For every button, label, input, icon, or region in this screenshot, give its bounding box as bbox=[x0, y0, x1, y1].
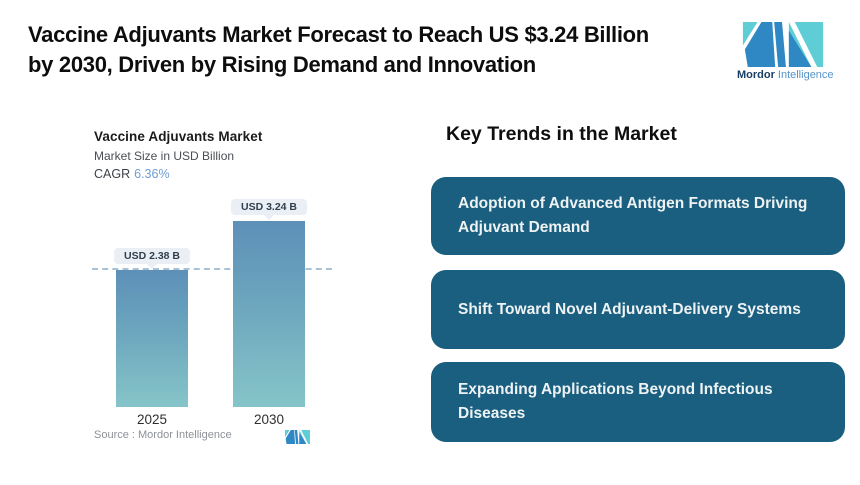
brand-logo: Mordor Intelligence bbox=[737, 22, 834, 81]
page-title: Vaccine Adjuvants Market Forecast to Rea… bbox=[28, 20, 728, 80]
source-text: Source : Mordor Intelligence bbox=[94, 429, 232, 441]
trend-card-text: Expanding Applications Beyond Infectious… bbox=[458, 381, 773, 422]
x-axis-label-2025: 2025 bbox=[136, 412, 168, 427]
trend-card-text: Adoption of Advanced Antigen Formats Dri… bbox=[458, 195, 808, 236]
trend-card-text: Shift Toward Novel Adjuvant-Delivery Sys… bbox=[458, 300, 801, 318]
chart-cagr: CAGR 6.36% bbox=[94, 167, 170, 181]
trend-card-antigen-formats: Adoption of Advanced Antigen Formats Dri… bbox=[431, 177, 845, 255]
value-label-2025: USD 2.38 B bbox=[113, 248, 191, 264]
bar-2030 bbox=[233, 221, 305, 407]
trend-card-delivery-systems: Shift Toward Novel Adjuvant-Delivery Sys… bbox=[431, 270, 845, 349]
page-title-line1: Vaccine Adjuvants Market Forecast to Rea… bbox=[28, 22, 649, 47]
reference-line bbox=[92, 268, 332, 270]
mordor-logo-mini-icon bbox=[285, 430, 310, 444]
key-trends-heading: Key Trends in the Market bbox=[446, 123, 677, 145]
cagr-label: CAGR bbox=[94, 167, 131, 181]
cagr-value: 6.36% bbox=[134, 167, 170, 181]
value-label-2030: USD 3.24 B bbox=[230, 199, 308, 215]
mordor-logo-icon bbox=[742, 22, 824, 67]
trend-card-expanding-applications: Expanding Applications Beyond Infectious… bbox=[431, 362, 845, 442]
brand-name-bold: Mordor bbox=[737, 69, 775, 81]
chart-subtitle: Market Size in USD Billion bbox=[94, 149, 235, 163]
chart-title: Vaccine Adjuvants Market bbox=[94, 129, 263, 144]
x-axis-label-2030: 2030 bbox=[253, 412, 285, 427]
page-title-line2: by 2030, Driven by Rising Demand and Inn… bbox=[28, 52, 536, 77]
brand-wordmark: Mordor Intelligence bbox=[737, 69, 834, 81]
brand-name-light: Intelligence bbox=[777, 69, 834, 81]
bar-2025 bbox=[116, 270, 188, 407]
